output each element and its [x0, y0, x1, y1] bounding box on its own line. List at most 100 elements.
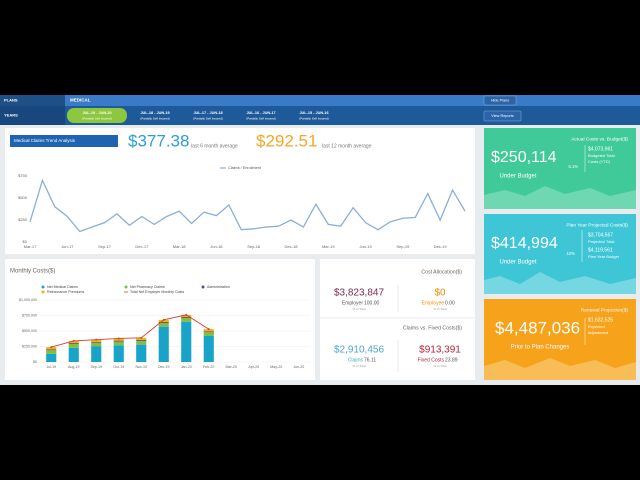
year-tab: JUL-16 - JUN-17 [246, 111, 275, 115]
bar-segment [203, 331, 214, 333]
bar-segment [113, 345, 124, 362]
trend-title-box [10, 135, 118, 147]
trend-panel [5, 128, 475, 254]
average-label: last 12 month average [322, 143, 372, 149]
x-tick-label: Aug-19 [68, 365, 80, 369]
average-label: last 6 month average [191, 143, 238, 149]
bar-segment [158, 319, 169, 323]
legend-label: Reinsurance Premiums [47, 290, 85, 294]
bar-segment [91, 339, 102, 342]
y-tick-label: $1,000,000 [19, 298, 37, 302]
year-tab-note: (Partially Self Insured) [82, 116, 112, 120]
x-tick-label: Apr-20 [248, 365, 259, 369]
x-tick-label: Sep-19 [396, 244, 410, 249]
panel-title: Claims vs. Fixed Costs($) [403, 325, 462, 331]
detail-label: Plan Year Budget [588, 254, 620, 259]
y-tick-label: $750 [18, 173, 28, 178]
bar-segment [91, 346, 102, 362]
allocation-panel [320, 259, 475, 380]
bar-segment [46, 349, 57, 351]
chart-title: Monthly Costs($) [10, 269, 55, 275]
pct-caption: % of Total [433, 307, 446, 311]
card-title: Actual Costs vs. Budget($) [571, 136, 628, 142]
x-tick-label: Nov-19 [135, 365, 147, 369]
detail-label: Adjustment [588, 330, 609, 335]
bar-segment [68, 344, 79, 348]
x-tick-label: Sep-19 [90, 365, 102, 369]
years-bar [0, 106, 640, 125]
card-wave [484, 272, 636, 294]
bar-segment [68, 347, 79, 362]
year-tab-note: (Partially Self Insured) [246, 116, 276, 120]
legend-swatch [41, 285, 45, 289]
y-tick-label: $500 [18, 195, 28, 200]
amount-label: Claims [348, 357, 364, 363]
card-pct: 6.1% [568, 164, 578, 169]
amount: $0 [434, 288, 446, 299]
card-wave [484, 358, 636, 380]
x-tick-label: Dec-17 [135, 244, 149, 249]
year-tab-selected[interactable] [67, 108, 127, 123]
bar-segment [203, 332, 214, 336]
x-tick-label: Sep-18 [247, 244, 261, 249]
bar-segment [136, 339, 147, 341]
amount-label: Employee [422, 300, 444, 306]
data-line [51, 314, 209, 348]
pct-caption: % of Total [352, 364, 365, 368]
x-tick-label: Dec-19 [158, 365, 170, 369]
x-tick-label: Dec-19 [434, 244, 448, 249]
legend-label: Administration [207, 285, 230, 289]
line-point [95, 338, 98, 341]
detail-amount: $4,073,961 [588, 146, 613, 152]
detail-label: Costs (YTD) [588, 159, 611, 164]
bar-segment [181, 321, 192, 362]
amount-pct: 0.00 [445, 300, 455, 306]
bar-segment [46, 353, 57, 362]
year-tab: JUL-17 - JUN-18 [193, 111, 222, 115]
bar-segment [203, 329, 214, 332]
bar-segment [136, 340, 147, 345]
amount-pct: 76.11 [364, 357, 376, 363]
amount-label: Fixed Costs [418, 357, 445, 363]
x-tick-label: Mar-17 [24, 244, 37, 249]
bar-segment [113, 338, 124, 341]
bar-segment [181, 317, 192, 322]
legend-label: Net Pharmacy Claims [130, 285, 165, 289]
year-tab: JUL-18 - JUN-19 [140, 111, 169, 115]
card-pct: 10% [567, 251, 576, 256]
average-value: $377.38 [128, 131, 189, 150]
nav-label: PLANS [4, 98, 18, 103]
legend-label: Claims / Enrollment [228, 166, 262, 170]
bar-segment [158, 322, 169, 323]
year-tab-note: (Partially Self Insured) [299, 116, 329, 120]
view-reports-button[interactable] [483, 110, 522, 122]
detail-label: Expected [588, 324, 605, 329]
bar-segment [158, 322, 169, 327]
panel-title: Cost Allocation($) [421, 269, 462, 275]
bar-segment [181, 317, 192, 318]
hide-plans-button[interactable] [483, 95, 517, 106]
card-status: Under Budget [499, 260, 536, 266]
card-title: Renewal Projection($) [581, 307, 629, 313]
x-tick-label: Jun-18 [210, 244, 223, 249]
line-point [207, 328, 210, 331]
x-tick-label: Jul-19 [46, 365, 56, 369]
chart-title: Medical Claims Trend Analysis [14, 138, 76, 143]
x-tick-label: Jun-19 [359, 244, 372, 249]
bar-segment [113, 341, 124, 346]
pct-caption: % of Total [433, 364, 446, 368]
detail-label: Projected Total [588, 239, 614, 244]
x-tick-label: Mar-20 [226, 365, 237, 369]
bar-segment [91, 341, 102, 343]
x-tick-label: Jun-20 [293, 365, 304, 369]
y-tick-label: $750,000 [22, 313, 37, 317]
bar-segment [203, 335, 214, 362]
bar-segment [68, 340, 79, 344]
bar-segment [91, 342, 102, 347]
bar-segment [68, 343, 79, 345]
amount: $913,391 [419, 345, 461, 356]
legend-swatch [41, 290, 45, 294]
amount: $2,910,456 [334, 345, 384, 356]
button-label: View Reports [491, 114, 514, 118]
